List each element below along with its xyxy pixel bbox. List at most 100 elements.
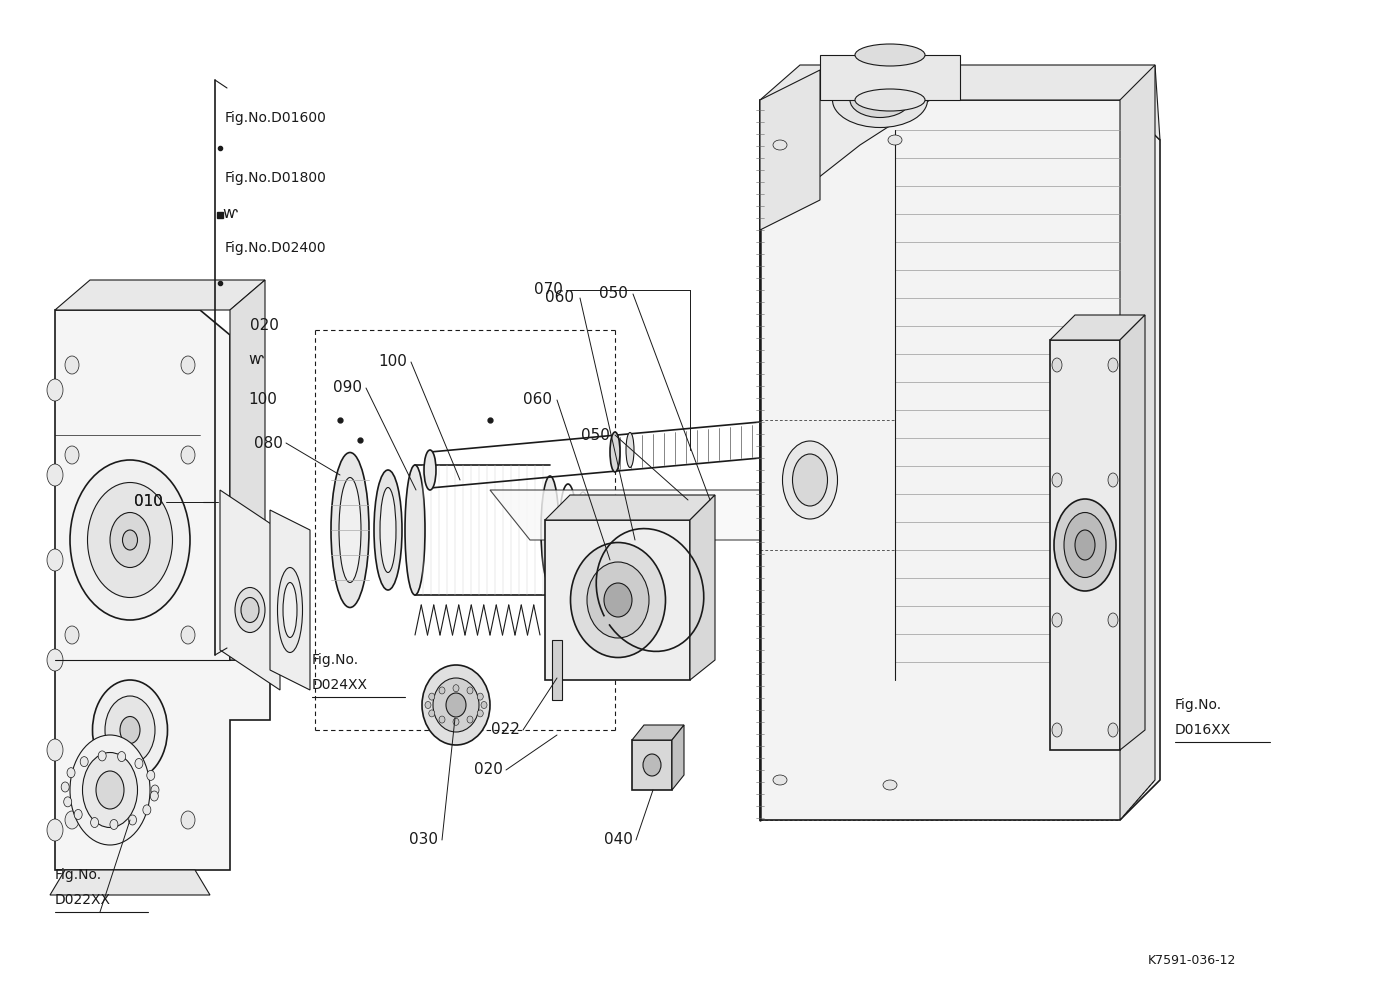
- Ellipse shape: [65, 446, 79, 464]
- Polygon shape: [1120, 65, 1156, 820]
- Text: D016XX: D016XX: [1175, 723, 1231, 737]
- Polygon shape: [55, 310, 270, 870]
- Text: 100: 100: [248, 392, 277, 407]
- Ellipse shape: [80, 757, 88, 767]
- Ellipse shape: [283, 583, 296, 638]
- Ellipse shape: [87, 482, 172, 598]
- Ellipse shape: [1054, 499, 1116, 591]
- Polygon shape: [760, 65, 1160, 140]
- Ellipse shape: [774, 140, 787, 150]
- Ellipse shape: [429, 710, 434, 717]
- Ellipse shape: [65, 626, 79, 644]
- Ellipse shape: [452, 685, 459, 692]
- Ellipse shape: [92, 680, 167, 780]
- Ellipse shape: [855, 89, 925, 111]
- Text: 010: 010: [134, 494, 163, 510]
- Polygon shape: [221, 490, 280, 690]
- Ellipse shape: [643, 754, 661, 776]
- Polygon shape: [760, 70, 821, 230]
- Ellipse shape: [120, 717, 141, 744]
- Ellipse shape: [467, 716, 473, 723]
- Ellipse shape: [68, 768, 74, 778]
- Polygon shape: [490, 490, 821, 540]
- Ellipse shape: [604, 583, 632, 617]
- Ellipse shape: [339, 477, 361, 583]
- Ellipse shape: [1107, 473, 1118, 487]
- Polygon shape: [545, 495, 714, 520]
- Ellipse shape: [782, 441, 837, 519]
- Ellipse shape: [65, 811, 79, 829]
- Ellipse shape: [70, 735, 150, 845]
- Ellipse shape: [181, 356, 194, 374]
- Text: 060: 060: [546, 290, 575, 305]
- Text: Fig.No.D02400: Fig.No.D02400: [225, 241, 327, 255]
- Ellipse shape: [98, 751, 106, 761]
- Text: 050: 050: [581, 427, 610, 442]
- Ellipse shape: [47, 549, 63, 571]
- Text: 022: 022: [491, 723, 520, 738]
- Text: ⱳ: ⱳ: [248, 352, 263, 367]
- Ellipse shape: [865, 412, 876, 448]
- Polygon shape: [1049, 340, 1120, 750]
- Polygon shape: [50, 870, 210, 895]
- Ellipse shape: [123, 530, 138, 550]
- Ellipse shape: [571, 543, 666, 658]
- Text: Fig.No.D01600: Fig.No.D01600: [225, 111, 327, 125]
- Ellipse shape: [1107, 358, 1118, 372]
- Ellipse shape: [83, 753, 138, 828]
- Ellipse shape: [888, 135, 902, 145]
- Ellipse shape: [61, 782, 69, 792]
- Ellipse shape: [1065, 513, 1106, 578]
- Text: ⱳ: ⱳ: [222, 205, 237, 220]
- Ellipse shape: [429, 693, 434, 700]
- Ellipse shape: [381, 487, 396, 573]
- Ellipse shape: [610, 432, 621, 472]
- Ellipse shape: [74, 810, 83, 820]
- Ellipse shape: [439, 716, 445, 723]
- Ellipse shape: [331, 452, 370, 608]
- Text: K7591-036-12: K7591-036-12: [1147, 954, 1237, 967]
- Polygon shape: [545, 520, 690, 680]
- Ellipse shape: [422, 665, 490, 745]
- Polygon shape: [55, 280, 265, 310]
- Text: 090: 090: [334, 380, 363, 395]
- Ellipse shape: [117, 752, 125, 762]
- Ellipse shape: [481, 702, 487, 709]
- Ellipse shape: [849, 82, 910, 117]
- Ellipse shape: [1052, 473, 1062, 487]
- Ellipse shape: [425, 702, 432, 709]
- Ellipse shape: [1052, 613, 1062, 627]
- Ellipse shape: [181, 446, 194, 464]
- Ellipse shape: [477, 710, 483, 717]
- Ellipse shape: [374, 470, 403, 590]
- Ellipse shape: [181, 626, 194, 644]
- Ellipse shape: [774, 775, 787, 785]
- Polygon shape: [690, 495, 714, 680]
- Ellipse shape: [423, 450, 436, 490]
- Ellipse shape: [833, 72, 928, 127]
- Ellipse shape: [91, 818, 99, 828]
- Ellipse shape: [439, 687, 445, 694]
- Ellipse shape: [105, 696, 154, 764]
- Ellipse shape: [587, 562, 650, 638]
- Ellipse shape: [47, 379, 63, 401]
- Polygon shape: [632, 725, 684, 740]
- Ellipse shape: [467, 687, 473, 694]
- Polygon shape: [632, 740, 672, 790]
- Ellipse shape: [1107, 613, 1118, 627]
- Ellipse shape: [405, 465, 425, 595]
- Ellipse shape: [150, 785, 159, 795]
- Ellipse shape: [277, 568, 302, 653]
- Text: Fig.No.: Fig.No.: [55, 868, 102, 882]
- Ellipse shape: [135, 759, 143, 769]
- Ellipse shape: [65, 356, 79, 374]
- Text: 070: 070: [534, 282, 563, 297]
- Ellipse shape: [63, 797, 72, 807]
- Ellipse shape: [477, 693, 483, 700]
- Ellipse shape: [181, 811, 194, 829]
- Ellipse shape: [626, 432, 634, 467]
- Ellipse shape: [1107, 723, 1118, 737]
- Ellipse shape: [883, 780, 896, 790]
- Ellipse shape: [70, 460, 190, 620]
- Polygon shape: [1049, 315, 1145, 340]
